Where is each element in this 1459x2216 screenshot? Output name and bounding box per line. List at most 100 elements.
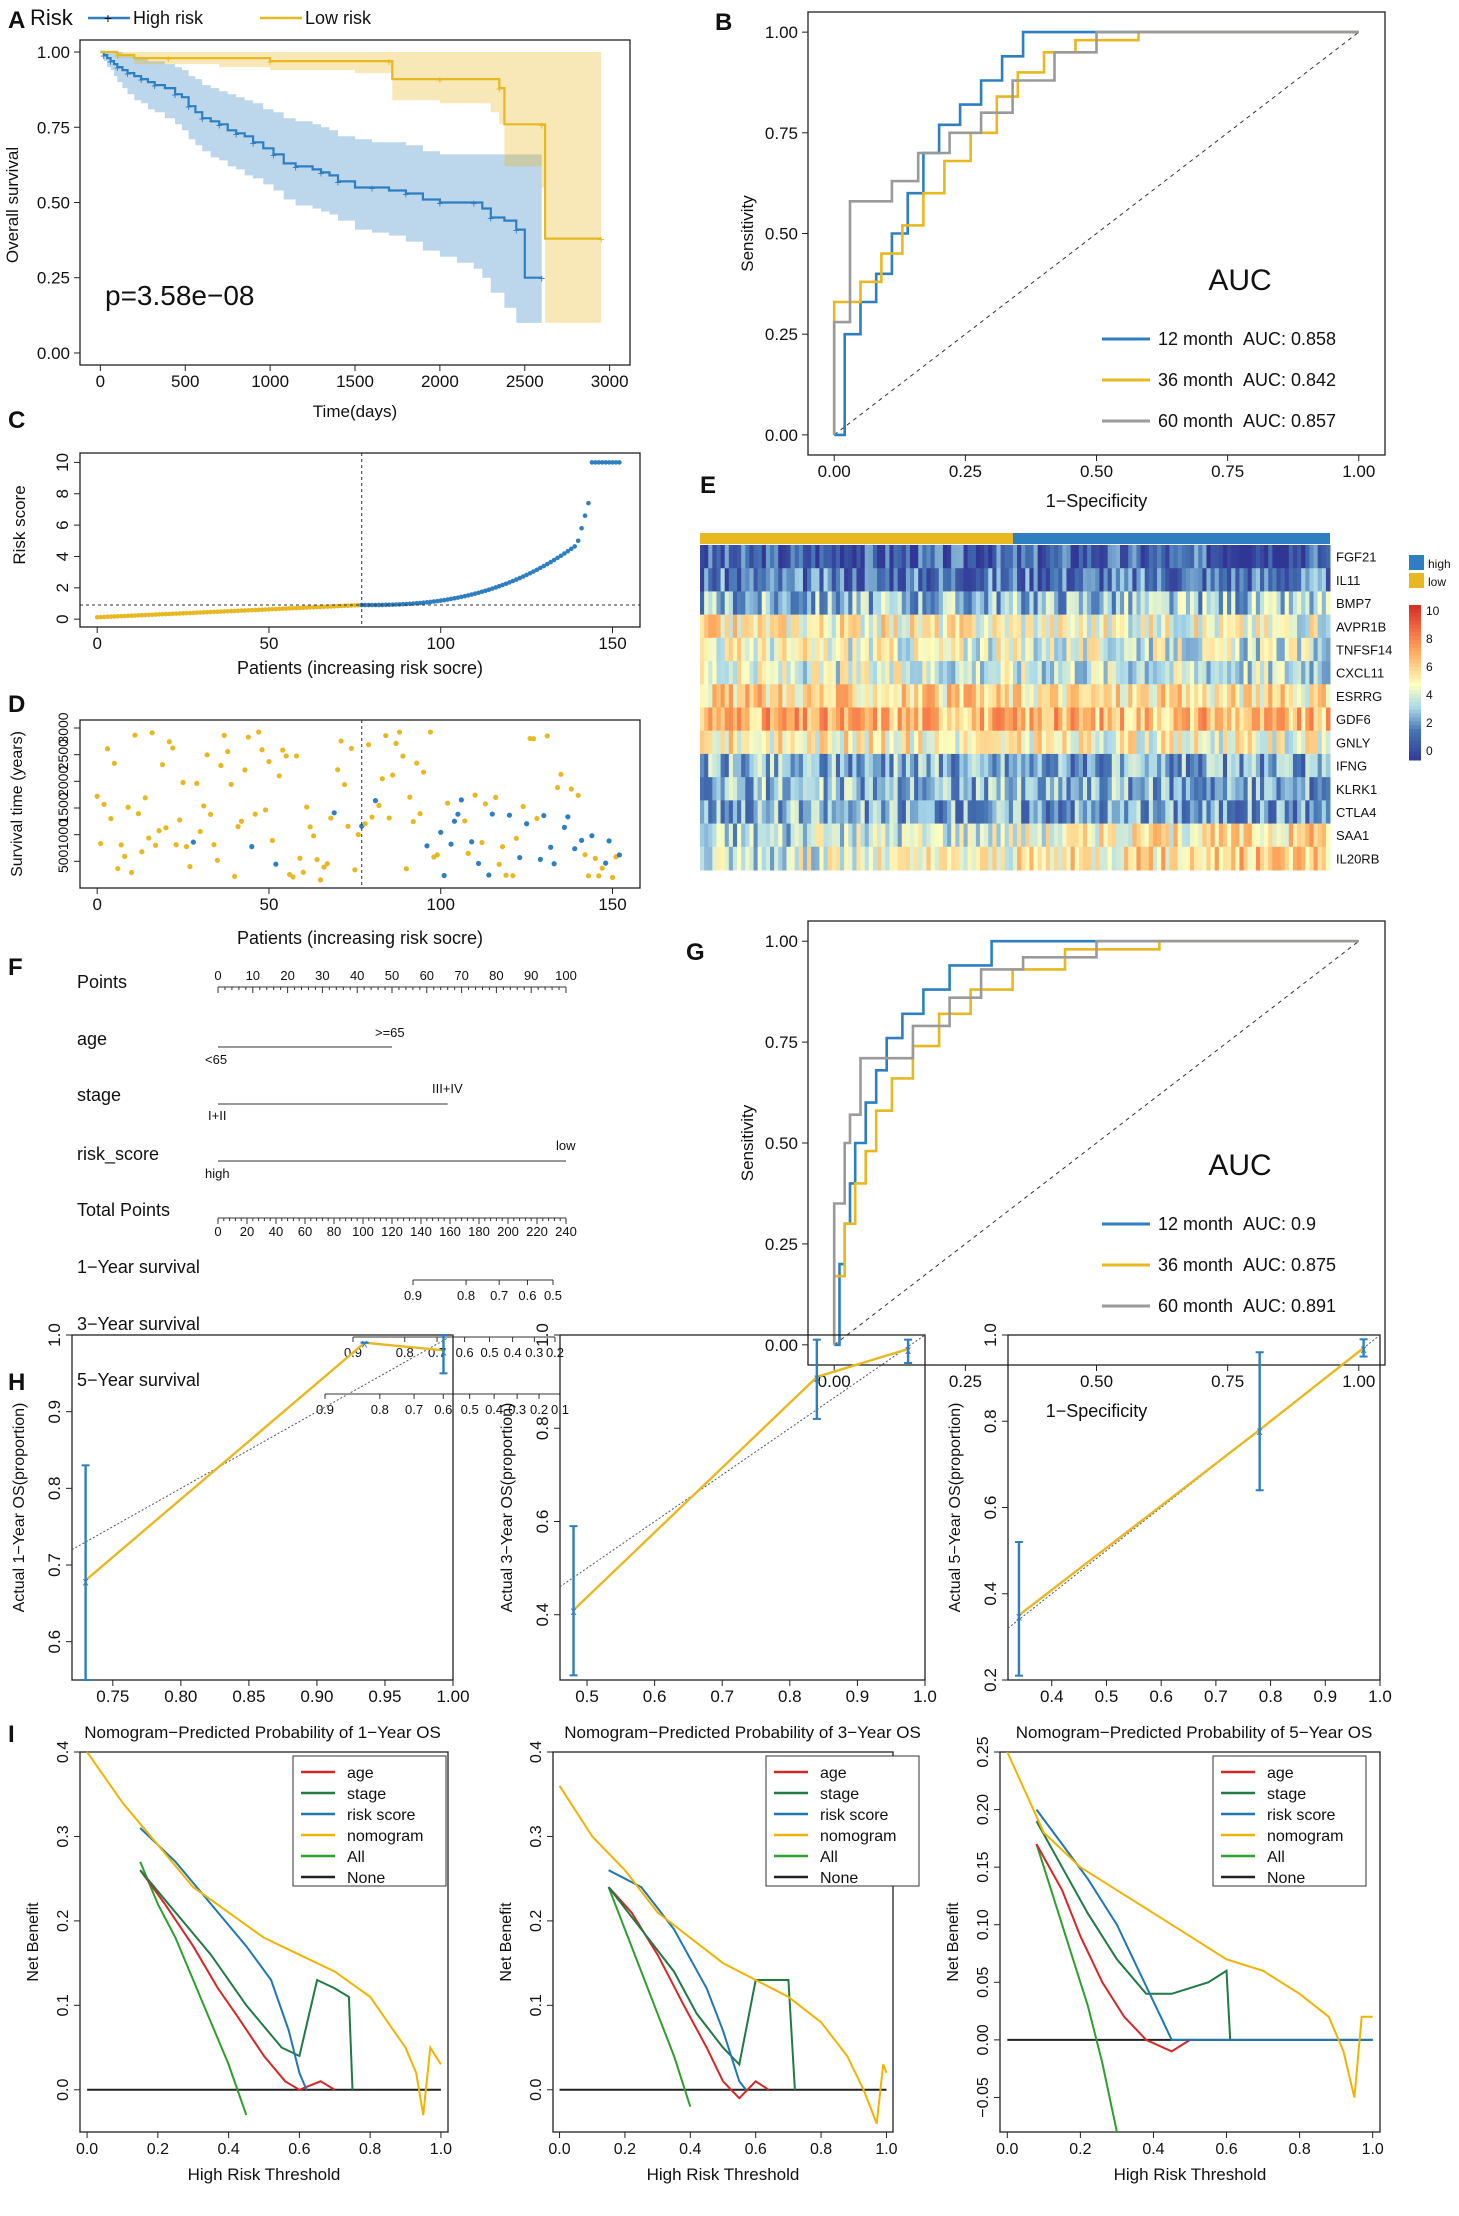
heatmap-cell (1198, 661, 1203, 685)
heatmap-cell (1218, 823, 1224, 848)
heatmap-cell (704, 684, 709, 708)
heatmap-cell (774, 545, 779, 569)
heatmap-cell (988, 614, 993, 639)
heatmap-cell (1255, 591, 1261, 616)
roc-g-diagonal (833, 940, 1360, 1346)
heatmap-cell (922, 707, 927, 732)
heatmap-cell (1239, 568, 1245, 592)
heatmap-cell (1095, 545, 1100, 569)
heatmap-cell (1107, 568, 1113, 592)
heatmap-cell (1000, 730, 1006, 755)
heatmap-cell (1255, 707, 1261, 732)
heatmap-cell (1173, 684, 1179, 708)
heatmap-cell (1260, 591, 1265, 616)
heatmap-cell (1181, 846, 1187, 871)
heatmap-cell (926, 591, 932, 616)
roc-b-legend-auc-2: AUC: 0.857 (1243, 411, 1336, 431)
heatmap-cell (1045, 823, 1051, 848)
heatmap-scale-segment (1409, 732, 1421, 738)
survtime-point (183, 843, 190, 850)
heatmap-cell (1128, 661, 1133, 685)
heatmap-cell (1227, 753, 1232, 778)
heatmap-cell (877, 846, 882, 871)
heatmap-cell (1288, 730, 1294, 755)
heatmap-cell (1169, 545, 1175, 569)
heatmap-cell (963, 684, 969, 708)
heatmap-cell (1152, 846, 1158, 871)
heatmap-cell (1082, 823, 1088, 848)
nomogram-survival-label: 0.7 (490, 1288, 508, 1303)
heatmap-cell (1185, 568, 1191, 592)
calib-5y-xlabel: Nomogram−Predicted Probability of 5−Year… (1016, 1723, 1373, 1742)
heatmap-cell (1148, 707, 1154, 732)
heatmap-cell (1004, 568, 1010, 592)
dca-1y-xlabel: High Risk Threshold (188, 2165, 341, 2184)
heatmap-cell (1239, 846, 1245, 871)
heatmap-cell (1288, 637, 1294, 662)
heatmap-cell (819, 777, 825, 801)
heatmap-cell (1095, 777, 1100, 801)
heatmap-cell (1004, 684, 1010, 708)
heatmap-cell (988, 684, 993, 708)
heatmap-cell (1029, 846, 1035, 871)
heatmap-cell (1231, 545, 1236, 569)
heatmap-cell (827, 661, 833, 685)
dca-1y-x-tick-label: 0.4 (217, 2141, 239, 2158)
heatmap-cell (1033, 661, 1039, 685)
heatmap-scale-segment (1409, 709, 1421, 714)
calib-5y-calib-point: x (1257, 1424, 1263, 1438)
heatmap-cell (1070, 846, 1076, 871)
heatmap-cell (1128, 753, 1133, 778)
km-y-tick-label: 0.75 (37, 118, 70, 137)
heatmap-cell (848, 637, 853, 662)
nomogram-row-label-2: stage (77, 1085, 121, 1105)
heatmap-cell (889, 614, 895, 639)
heatmap-cell (840, 684, 845, 708)
heatmap-cell (1313, 545, 1319, 569)
heatmap-cell (1202, 730, 1207, 755)
survtime-point (424, 843, 430, 849)
heatmap-cell (1124, 614, 1129, 639)
heatmap-cell (1107, 684, 1113, 708)
heatmap-cell (757, 637, 763, 662)
riskscore-point (431, 599, 437, 604)
heatmap-cell (955, 614, 960, 639)
dca-1y-x-tick-label: 0.0 (76, 2141, 98, 2158)
heatmap-cell (749, 823, 755, 848)
heatmap-cell (761, 800, 767, 825)
heatmap-cell (794, 614, 800, 639)
roc-b-y-tick-label: 0.00 (765, 426, 798, 445)
heatmap-cell (1280, 730, 1286, 755)
heatmap-cell (1309, 707, 1315, 732)
heatmap-cell (844, 800, 849, 825)
heatmap-cell (1087, 800, 1092, 825)
heatmap-cell (749, 568, 755, 592)
heatmap-cell (1021, 545, 1026, 569)
heatmap-cell (827, 568, 833, 592)
heatmap-cell (984, 730, 989, 755)
calib-5y-x-tick-label: 0.5 (1095, 1687, 1119, 1706)
heatmap-cell (1161, 614, 1166, 639)
heatmap-cell (712, 823, 717, 848)
heatmap-cell (1132, 800, 1137, 825)
heatmap-gene-FGF21: FGF21 (1336, 550, 1376, 565)
heatmap-cell (745, 591, 750, 616)
heatmap-cell (881, 545, 886, 569)
heatmap-cell (852, 661, 857, 685)
heatmap-cell (1301, 707, 1306, 732)
heatmap-cell (1111, 777, 1117, 801)
heatmap-cell (967, 777, 973, 801)
heatmap-cell (938, 707, 944, 732)
survtime-point (218, 762, 224, 769)
heatmap-cell (1169, 846, 1175, 871)
heatmap-cell (724, 846, 730, 871)
survtime-point (297, 855, 303, 861)
heatmap-cell (885, 777, 890, 801)
heatmap-cell (963, 753, 969, 778)
heatmap-cell (827, 823, 833, 848)
heatmap-cell (1317, 846, 1323, 871)
heatmap-cell (967, 637, 973, 662)
heatmap-cell (1091, 846, 1096, 871)
heatmap-cell (724, 614, 730, 639)
heatmap-cell (1305, 707, 1310, 732)
